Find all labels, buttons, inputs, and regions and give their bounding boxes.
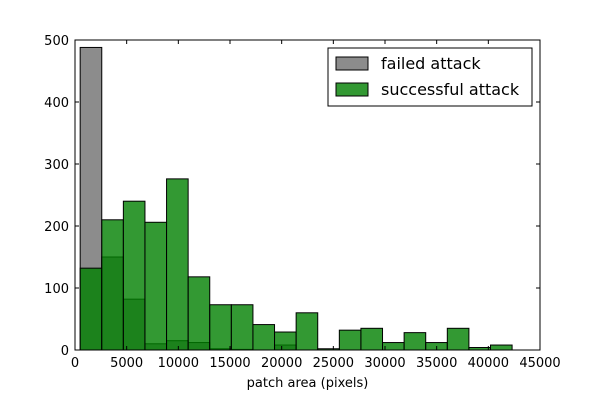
y-tick-label: 400 [44,96,69,111]
x-axis-label: patch area (pixels) [247,376,369,391]
x-axis-ticks: 0 5000 10000 15000 20000 25000 30000 35000 40000… [71,40,561,371]
x-tick-label: 20000 [261,356,302,371]
x-tick-label: 30000 [364,356,405,371]
legend-swatch-successful-attack [335,82,369,97]
successful-attack-bar [101,219,124,351]
legend-label-successful-attack: successful attack [381,80,520,99]
successful-attack-bar [274,331,297,351]
successful-attack-bar [295,312,319,351]
y-tick-label: 100 [44,282,69,297]
successful-attack-bar [166,178,189,351]
x-tick-label: 45000 [519,356,560,371]
successful-attack-bars [79,178,513,351]
x-tick-label: 10000 [158,356,199,371]
x-tick-label: 40000 [468,356,509,371]
y-tick-label: 200 [44,220,69,235]
successful-attack-bar [490,344,513,351]
successful-attack-bar [252,324,276,351]
successful-attack-bar [360,327,384,351]
plot-frame [74,39,541,351]
successful-attack-bar [446,327,470,351]
y-tick-label: 300 [44,158,69,173]
legend-swatch-failed-attack [335,56,369,71]
successful-attack-bar [403,332,427,351]
x-tick-label: 0 [71,356,79,371]
x-tick-label: 5000 [110,356,143,371]
y-tick-label: 0 [61,344,69,359]
successful-attack-bar [79,267,103,351]
x-tick-label: 15000 [209,356,250,371]
x-tick-label: 35000 [416,356,457,371]
y-tick-label: 500 [44,34,69,49]
successful-attack-bar [144,221,168,351]
successful-attack-bar [230,304,254,351]
legend-label-failed-attack: failed attack [381,54,481,73]
successful-attack-bar [122,200,146,351]
x-tick-label: 25000 [313,356,354,371]
successful-attack-bar [338,329,362,351]
y-axis-ticks: 0 100 200 300 400 500 [44,34,540,359]
legend: failed attack successful attack [327,47,533,107]
successful-attack-bar [382,342,405,351]
successful-attack-bar [187,276,211,351]
successful-attack-bar [209,304,232,351]
